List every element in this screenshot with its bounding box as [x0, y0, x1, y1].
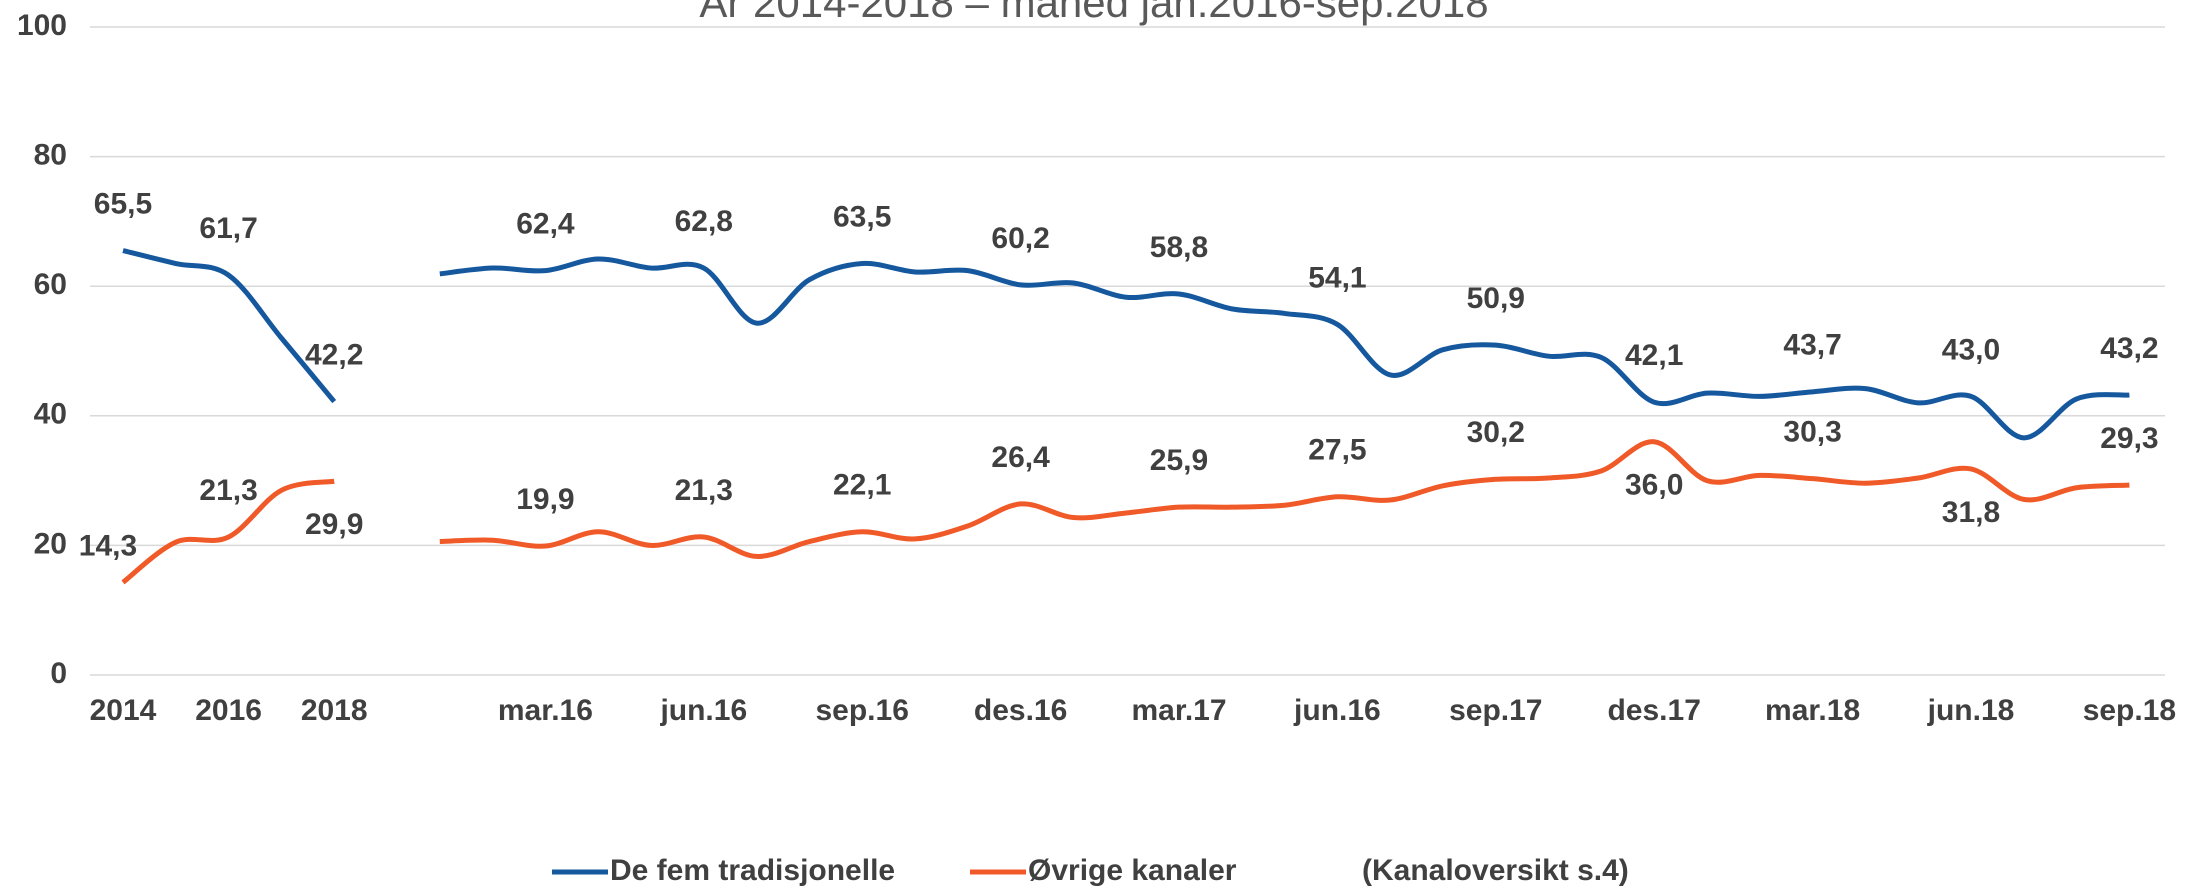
x-tick-label: jun.16	[1293, 694, 1381, 727]
annotation: (Kanaloversikt s.4)	[1362, 854, 1629, 887]
x-tick-label: sep.18	[2083, 694, 2176, 727]
data-label: 42,2	[305, 338, 363, 371]
legend-label: Øvrige kanaler	[1028, 854, 1237, 887]
data-label: 54,1	[1308, 261, 1366, 294]
data-label: 26,4	[991, 441, 1050, 474]
data-label: 60,2	[991, 222, 1049, 255]
x-tick-label: 2018	[301, 694, 368, 727]
y-tick-label: 100	[17, 9, 67, 42]
x-tick-label: des.16	[974, 694, 1067, 727]
data-label: 30,2	[1467, 416, 1525, 449]
x-tick-label: mar.18	[1765, 694, 1860, 727]
data-label: 31,8	[1942, 496, 2000, 529]
x-tick-label: des.17	[1607, 694, 1700, 727]
data-label: 42,1	[1625, 339, 1683, 372]
data-label: 50,9	[1467, 282, 1525, 315]
line	[121, 478, 335, 585]
legend-label: De fem tradisjonelle	[610, 854, 895, 887]
x-tick-label: jun.18	[1927, 694, 2015, 727]
x-tick-label: 2016	[195, 694, 262, 727]
data-label: 21,3	[675, 474, 733, 507]
y-tick-label: 20	[34, 527, 67, 560]
data-label: 61,7	[199, 212, 257, 245]
y-tick-label: 80	[34, 139, 67, 172]
x-tick-label: sep.16	[815, 694, 908, 727]
data-label: 43,7	[1783, 329, 1841, 362]
data-label: 21,3	[199, 474, 257, 507]
data-label: 43,0	[1942, 333, 2000, 366]
data-label: 27,5	[1308, 434, 1366, 467]
data-label: 29,3	[2100, 422, 2158, 455]
data-label: 62,4	[516, 208, 575, 241]
line	[122, 248, 337, 404]
data-label: 29,9	[305, 508, 363, 541]
data-label: 58,8	[1150, 231, 1208, 264]
x-tick-label: sep.17	[1449, 694, 1542, 727]
line	[439, 439, 2130, 559]
data-label: 65,5	[94, 187, 152, 220]
x-tick-label: mar.17	[1131, 694, 1226, 727]
y-tick-label: 60	[34, 268, 67, 301]
data-label: 25,9	[1150, 444, 1208, 477]
data-label: 62,8	[675, 205, 733, 238]
data-label: 36,0	[1625, 469, 1683, 502]
line	[439, 256, 2130, 441]
x-tick-label: jun.16	[659, 694, 747, 727]
chart-title: År 2014-2018 – måned jan.2016-sep.2018	[699, 0, 1488, 26]
x-tick-label: 2014	[90, 694, 157, 727]
data-label: 43,2	[2100, 332, 2158, 365]
x-tick-label: mar.16	[498, 694, 593, 727]
data-label: 30,3	[1783, 416, 1841, 449]
data-label: 19,9	[516, 483, 574, 516]
data-label: 14,3	[79, 529, 137, 562]
data-label: 22,1	[833, 469, 891, 502]
y-tick-label: 0	[50, 657, 67, 690]
y-tick-label: 40	[34, 398, 67, 431]
data-label: 63,5	[833, 200, 891, 233]
